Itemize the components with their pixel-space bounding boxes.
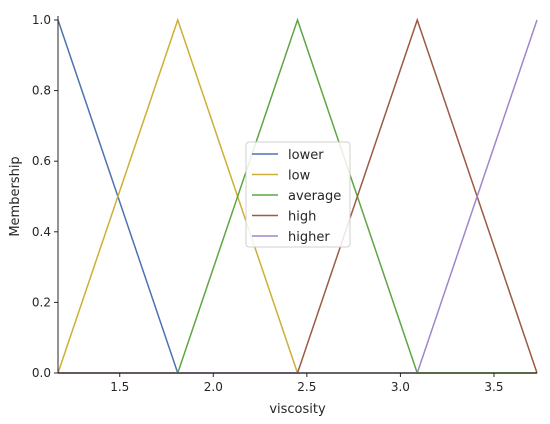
x-tick-label: 1.5 (110, 380, 129, 394)
x-tick-label: 3.0 (391, 380, 410, 394)
ticks-layer: 1.5 2.0 2.5 3.0 3.5 0.0 0.2 0.4 0.6 0.8 1.0 (32, 13, 504, 394)
x-tick-label: 2.5 (297, 380, 316, 394)
y-tick-label: 0.6 (32, 154, 51, 168)
legend-label-high: high (288, 210, 316, 225)
y-tick-label: 0.0 (32, 366, 51, 380)
x-tick-label: 3.5 (484, 380, 503, 394)
y-tick-label: 0.8 (32, 84, 51, 98)
legend-box (245, 141, 351, 248)
legend-label-higher: higher (288, 230, 330, 245)
x-axis-label: viscosity (269, 402, 326, 417)
legend-label-low: low (288, 169, 311, 184)
legend-label-lower: lower (288, 148, 324, 163)
legend-label-average: average (288, 189, 341, 204)
y-tick-label: 1.0 (32, 13, 51, 27)
axes-layer (57, 16, 537, 374)
legend: lower low average high higher (245, 141, 351, 248)
y-axis-label: Membership (8, 156, 23, 236)
y-tick-label: 0.2 (32, 295, 51, 309)
x-tick-label: 2.0 (204, 380, 223, 394)
y-tick-label: 0.4 (32, 225, 51, 239)
